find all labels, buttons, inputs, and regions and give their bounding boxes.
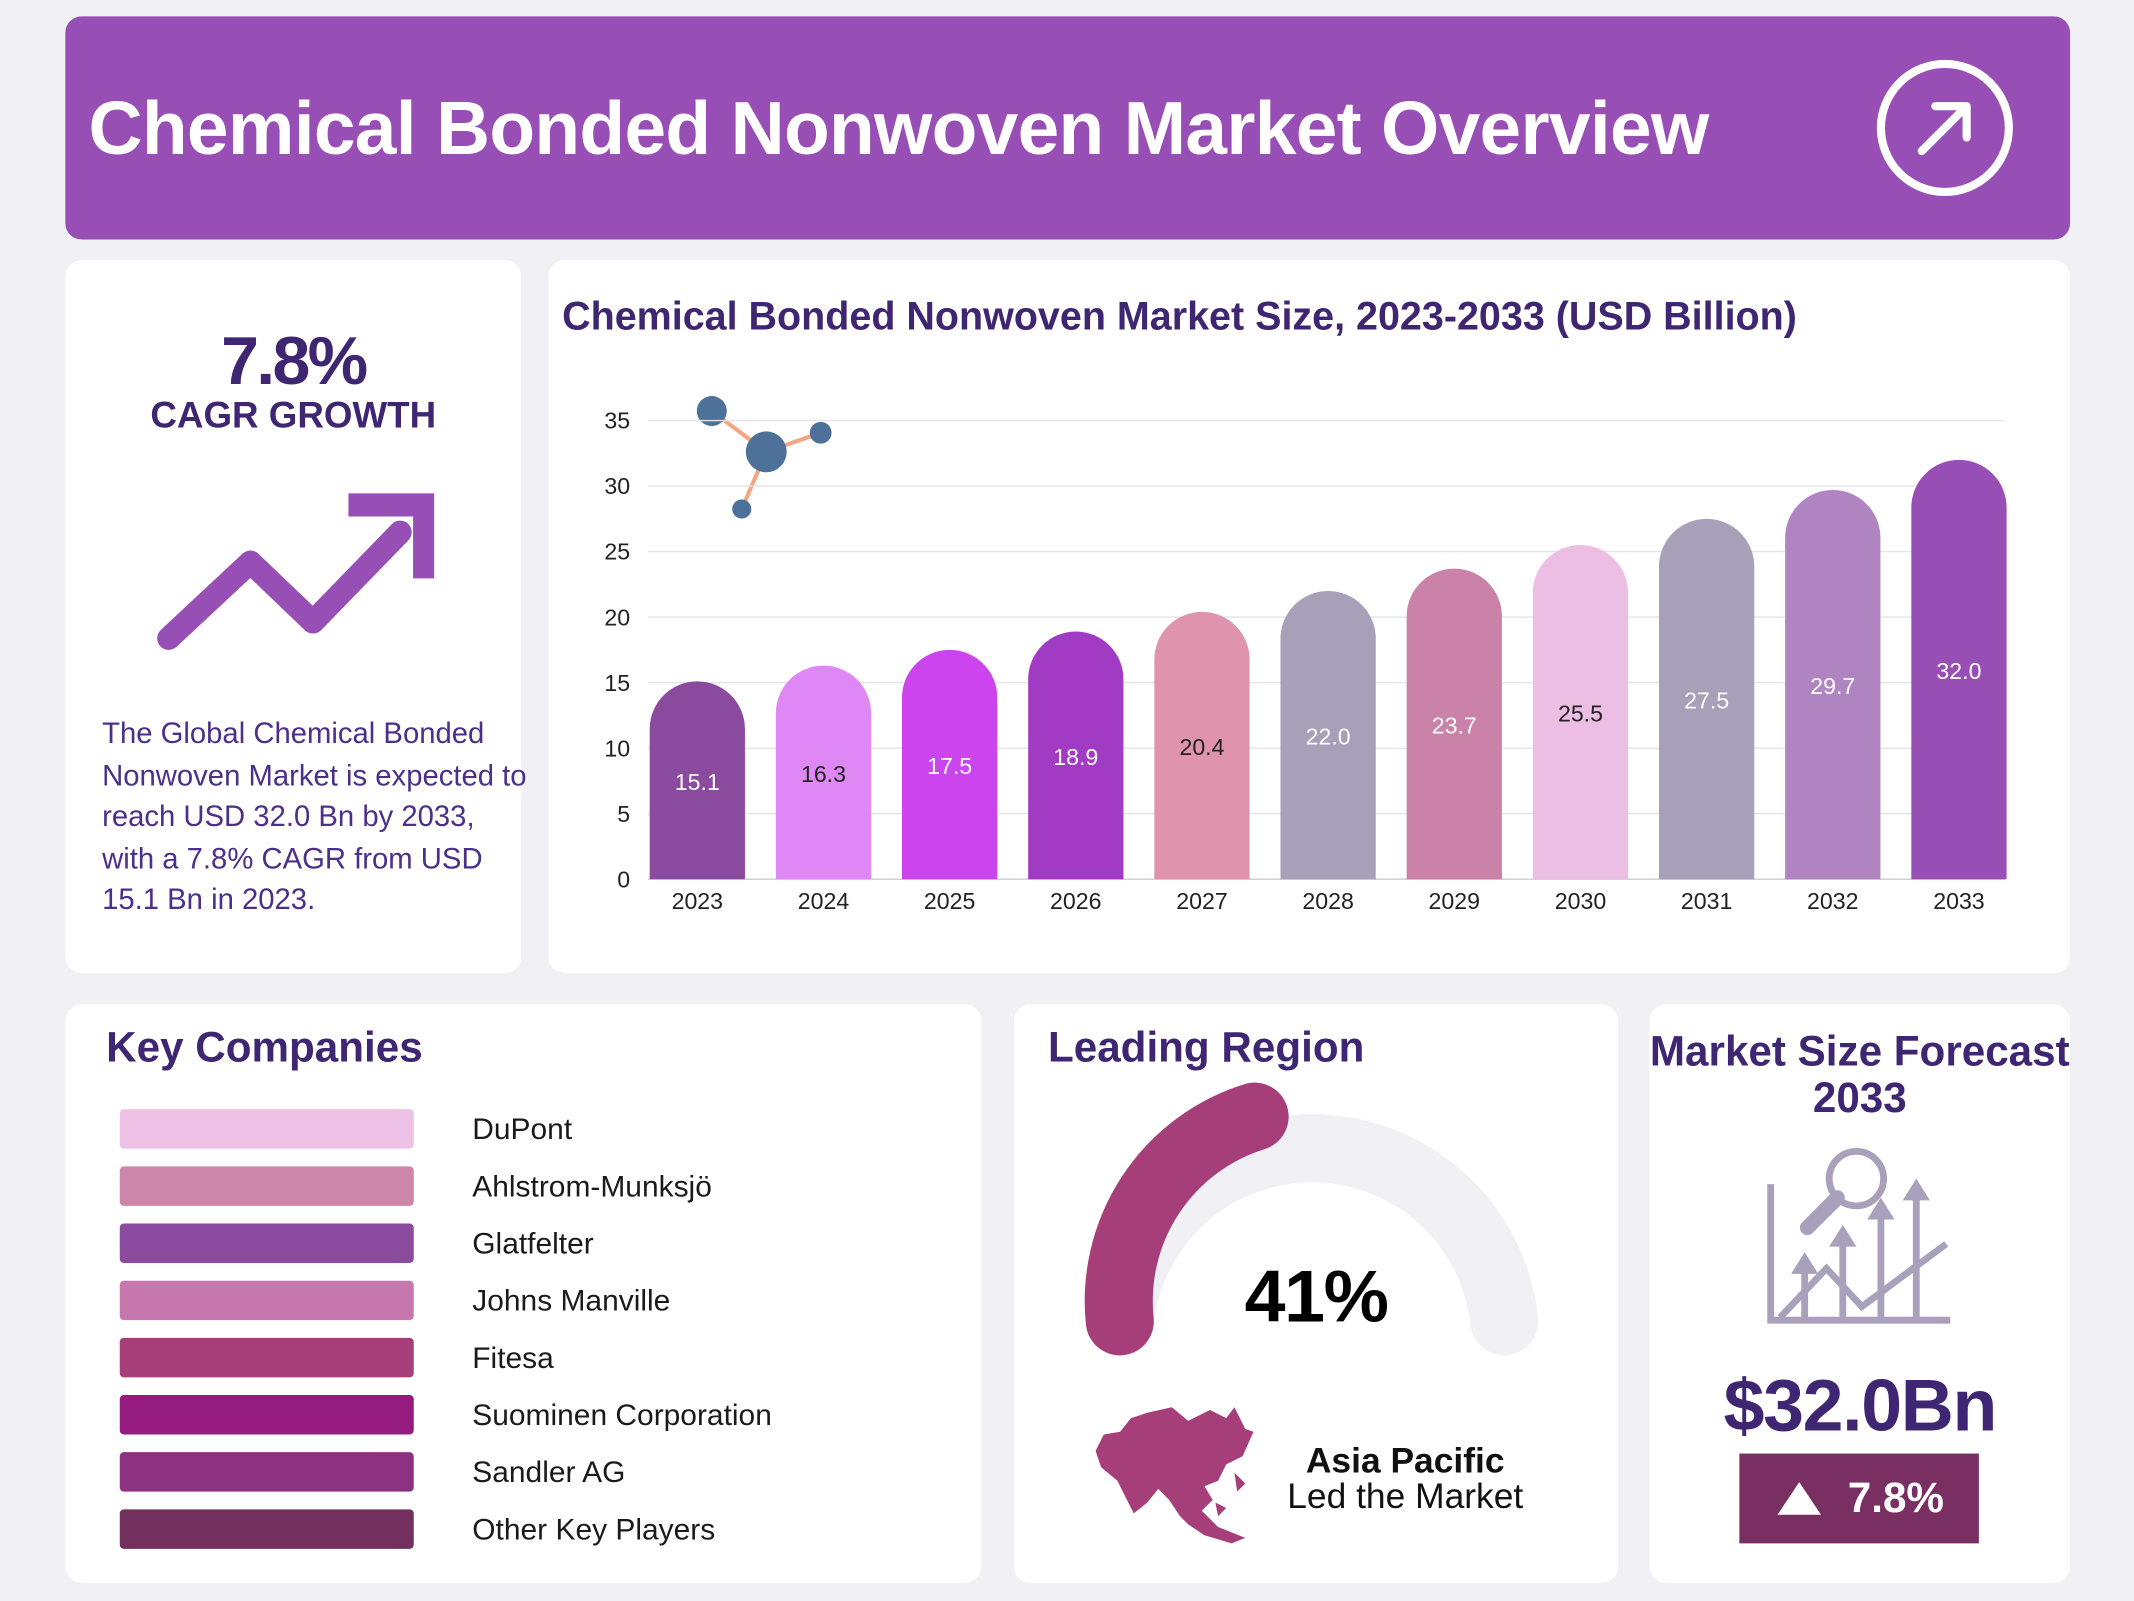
company-color-bar [119, 1395, 414, 1435]
bar-2027 [1154, 611, 1250, 880]
bar-2025 [902, 649, 998, 880]
header-banner: Chemical Bonded Nonwoven Market Overview [65, 16, 2071, 240]
x-tick-label: 2030 [1555, 888, 1606, 914]
y-tick-label: 35 [604, 408, 630, 434]
bar-2032 [1785, 490, 1881, 880]
key-companies-title: Key Companies [106, 1023, 423, 1072]
forecast-value: $32.0Bn [1723, 1365, 1998, 1447]
data-label: 29.7 [1810, 673, 1855, 699]
bar-2031 [1658, 518, 1755, 880]
key-companies-card: Key Companies DuPont Ahlstrom-Munksjö Glat… [65, 1004, 982, 1583]
bar-chart: 0510152025303515.1202316.3202417.5202518… [604, 396, 2007, 914]
y-tick-label: 10 [604, 735, 630, 761]
company-name: Suominen Corporation [472, 1397, 772, 1432]
page-title: Chemical Bonded Nonwoven Market Overview [88, 85, 1709, 171]
company-color-bar [119, 1223, 414, 1264]
data-label: 25.5 [1558, 701, 1603, 727]
company-name: Johns Manville [472, 1283, 671, 1318]
bar-2033 [1911, 459, 2007, 880]
forecast-title: Market Size Forecast 2033 [1649, 1027, 2070, 1122]
x-tick-label: 2031 [1681, 888, 1732, 914]
cagr-label: CAGR GROWTH [150, 394, 437, 436]
x-tick-label: 2024 [798, 888, 850, 914]
y-tick-label: 20 [604, 604, 630, 630]
growth-value: 7.8% [1847, 1473, 1944, 1522]
x-tick-label: 2033 [1933, 888, 1984, 914]
market-size-chart-card: Chemical Bonded Nonwoven Market Size, 20… [548, 259, 2071, 974]
bar-2029 [1406, 568, 1502, 880]
company-name: Ahlstrom-Munksjö [472, 1169, 712, 1204]
company-name: Fitesa [472, 1340, 554, 1375]
data-label: 18.9 [1053, 744, 1098, 770]
data-label: 17.5 [927, 753, 972, 779]
company-name: DuPont [472, 1111, 573, 1146]
region-name: Asia Pacific [1305, 1439, 1505, 1481]
company-name: Glatfelter [472, 1226, 594, 1261]
data-label: 32.0 [1936, 658, 1981, 684]
gauge-fill [1084, 1082, 1289, 1356]
trend-up-arrow-icon [157, 493, 435, 650]
y-tick-label: 0 [617, 866, 630, 892]
growth-chart-magnifier-icon [1767, 1148, 1951, 1324]
company-color-bar [119, 1337, 414, 1378]
leading-region-card: Leading Region 41% Asia Pacific Led the … [1013, 1004, 1619, 1583]
company-name: Other Key Players [472, 1512, 716, 1547]
data-label: 16.3 [801, 761, 846, 787]
y-tick-label: 5 [617, 801, 630, 827]
region-share-value: 41% [1244, 1256, 1389, 1338]
x-tick-label: 2028 [1302, 888, 1353, 914]
company-color-bar [119, 1452, 414, 1492]
x-tick-label: 2025 [924, 888, 975, 914]
cagr-description: The Global Chemical Bonded Nonwoven Mark… [102, 717, 527, 916]
data-label: 27.5 [1684, 688, 1729, 714]
company-name: Sandler AG [472, 1454, 626, 1489]
triangle-up-icon [1776, 1482, 1821, 1515]
x-tick-label: 2023 [672, 888, 723, 914]
x-tick-label: 2029 [1429, 888, 1480, 914]
data-label: 23.7 [1432, 712, 1477, 738]
bar-2030 [1532, 545, 1629, 880]
y-tick-label: 30 [604, 473, 630, 499]
data-label: 22.0 [1306, 724, 1351, 750]
company-color-bar [119, 1280, 414, 1321]
x-tick-label: 2032 [1807, 888, 1858, 914]
region-share-gauge [1084, 1082, 1539, 1356]
growth-badge: 7.8% [1739, 1453, 1979, 1544]
region-subtitle: Led the Market [1287, 1475, 1524, 1517]
arrow-up-right-circle-icon [1876, 59, 2013, 196]
market-forecast-card: Market Size Forecast 2033 $32.0Bn 7.8% [1649, 1004, 2071, 1583]
company-color-bar [119, 1109, 414, 1149]
data-label: 20.4 [1179, 734, 1224, 760]
company-color-bar [119, 1509, 414, 1549]
x-tick-label: 2026 [1050, 888, 1101, 914]
chart-title: Chemical Bonded Nonwoven Market Size, 20… [562, 295, 1797, 339]
x-tick-label: 2027 [1176, 888, 1227, 914]
asia-pacific-map-icon [1095, 1407, 1254, 1544]
molecule-icon [696, 396, 832, 519]
y-tick-label: 25 [604, 539, 630, 565]
y-tick-label: 15 [604, 670, 630, 696]
bar-2026 [1028, 631, 1124, 880]
data-label: 15.1 [675, 769, 720, 795]
cagr-value: 7.8% [221, 322, 368, 399]
company-color-bar [119, 1166, 414, 1206]
bar-2028 [1280, 590, 1376, 880]
bar-2023 [649, 681, 745, 880]
cagr-card: 7.8% CAGR GROWTH The Global Chemical Bon… [65, 259, 527, 974]
bar-2024 [775, 665, 872, 880]
leading-region-title: Leading Region [1047, 1023, 1365, 1072]
